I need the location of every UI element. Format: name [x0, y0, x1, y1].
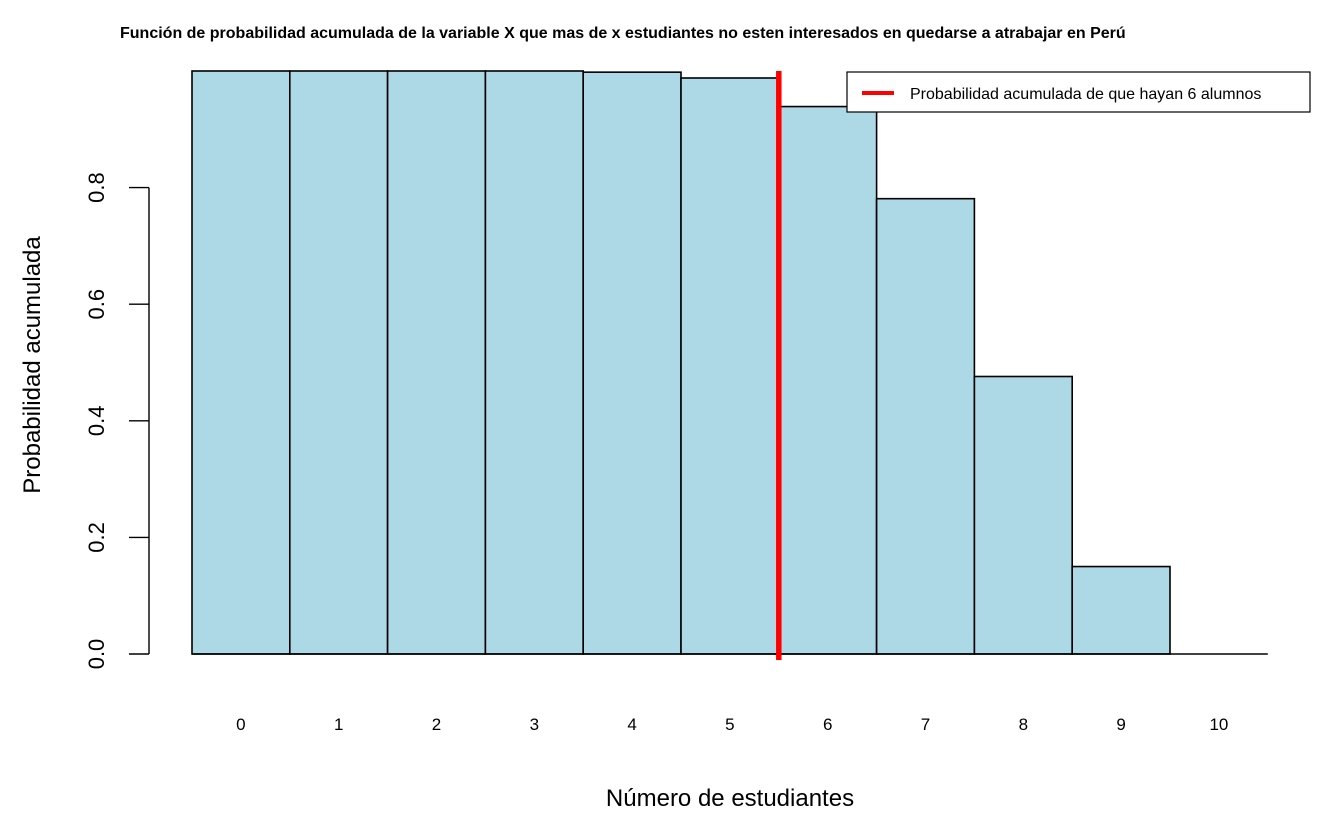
x-category-label: 1 [334, 715, 343, 734]
x-category-label: 3 [530, 715, 539, 734]
x-category-label: 2 [432, 715, 441, 734]
bar-2 [386, 70, 487, 655]
bar-9 [1071, 565, 1171, 655]
bar-0 [191, 70, 291, 655]
x-category-label: 10 [1209, 715, 1228, 734]
x-category-label: 5 [725, 715, 734, 734]
chart-title: Función de probabilidad acumulada de la … [120, 25, 1126, 42]
legend: Probabilidad acumulada de que hayan 6 al… [846, 71, 1311, 113]
x-category-label: 7 [921, 715, 930, 734]
y-tick-label: 0.8 [84, 172, 109, 203]
x-category-label: 8 [1019, 715, 1028, 734]
bar-1 [288, 70, 389, 655]
legend-box [846, 71, 1311, 113]
x-axis-label: Número de estudiantes [606, 785, 854, 812]
y-tick-label: 0.6 [84, 289, 109, 320]
y-axis: 0.0 0.2 0.4 0.6 0.8 [84, 172, 150, 670]
x-category-labels: 0 1 2 3 4 5 6 7 8 9 10 [236, 715, 1228, 734]
bar-7 [875, 197, 976, 655]
bar-6 [777, 105, 878, 655]
y-axis-label: Probabilidad acumulada [19, 236, 46, 494]
x-category-label: 0 [236, 715, 245, 734]
y-tick-label: 0.4 [84, 406, 109, 437]
bars-group [191, 70, 1268, 655]
bar-4 [582, 71, 682, 655]
bar-8 [973, 375, 1074, 655]
y-tick-label: 0.0 [84, 639, 109, 670]
x-category-label: 9 [1116, 715, 1125, 734]
bar-5 [680, 77, 780, 655]
bar-3 [484, 70, 584, 655]
x-category-label: 6 [823, 715, 832, 734]
y-tick-label: 0.2 [84, 522, 109, 553]
legend-label: Probabilidad acumulada de que hayan 6 al… [910, 86, 1261, 103]
x-category-label: 4 [627, 715, 636, 734]
